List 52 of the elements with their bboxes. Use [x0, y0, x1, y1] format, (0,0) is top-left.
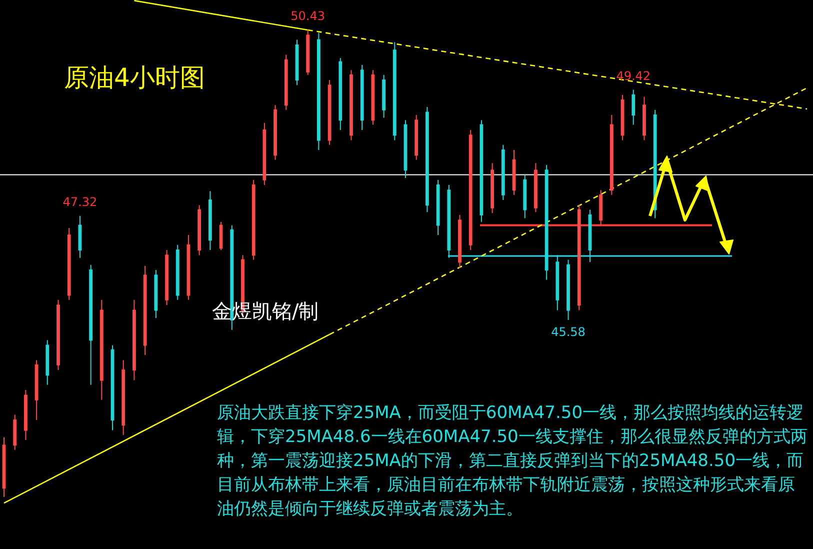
candlestick	[198, 204, 202, 256]
candlestick	[46, 340, 50, 386]
candlestick	[274, 104, 277, 160]
candlestick	[176, 244, 180, 300]
candlestick	[501, 144, 505, 200]
candlestick	[122, 360, 126, 436]
candlestick	[447, 184, 451, 258]
candlestick	[284, 54, 288, 110]
candlestick	[392, 42, 396, 141]
annotation: 原油大跌直接下穿25MA，而受阻于60MA47.50一线，那么按照均线的运转逻辑，下穿25MA48.6一线在60MA47.50一线支撑住，那么很显然反弹的方式两种，第一震荡迎接25MA的下滑，第二直接反弹到当下的25MA48.50一线，而目前从布林带上来看，原油目前在布林带下轨附近震荡，按照这种形式来看原油仍然是倾向于继续反弹或者震荡为主。	[217, 403, 808, 519]
candlestick	[252, 179, 256, 260]
annotation: 49.42	[616, 68, 651, 83]
candlestick	[599, 190, 603, 226]
candlestick	[208, 190, 212, 250]
candlestick	[468, 129, 472, 250]
candlestick	[632, 89, 636, 126]
candlestick	[426, 106, 429, 213]
candlestick	[56, 299, 60, 370]
candlestick	[534, 162, 538, 213]
candlestick	[556, 254, 560, 311]
candlestick	[24, 390, 28, 441]
candlestick	[165, 249, 168, 306]
candlestick	[360, 64, 364, 130]
candlestick	[132, 299, 136, 381]
candlestick	[458, 214, 462, 269]
candlestick	[350, 70, 353, 141]
candlestick	[67, 228, 71, 300]
candlestick	[610, 114, 614, 196]
annotation: 47.32	[62, 194, 98, 209]
candlestick	[13, 414, 17, 450]
candlestick	[436, 179, 440, 236]
candlestick	[100, 299, 104, 400]
candlestick	[316, 32, 320, 151]
candlestick	[490, 162, 494, 214]
candlestick	[371, 70, 375, 126]
candlestick	[338, 58, 342, 130]
candlestick	[34, 360, 38, 420]
candlestick	[143, 265, 147, 356]
candlestick	[306, 30, 310, 76]
candlestick	[523, 174, 527, 219]
text: 原油4小时图	[64, 63, 205, 92]
candlestick	[566, 259, 570, 321]
candlestick	[154, 270, 158, 319]
candlestick	[642, 96, 646, 141]
annotation: 50.43	[290, 9, 326, 23]
candlestick	[544, 164, 548, 280]
candlestick	[382, 74, 386, 118]
candlestick	[89, 264, 93, 386]
candlestick	[262, 122, 266, 186]
annotation: 45.58	[551, 325, 586, 340]
candlestick	[577, 204, 581, 311]
candlestick	[414, 114, 418, 160]
